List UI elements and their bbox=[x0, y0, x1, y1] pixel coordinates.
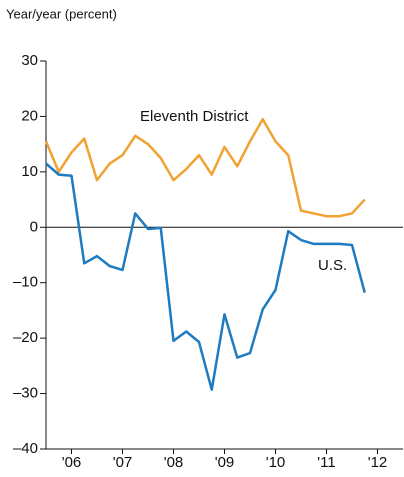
y-axis-label: Year/year (percent) bbox=[6, 6, 117, 21]
series-line bbox=[45, 162, 366, 391]
y-tick-label: –20 bbox=[13, 329, 38, 346]
y-tick-label: 30 bbox=[21, 52, 38, 69]
series-line bbox=[44, 117, 366, 218]
series-label: U.S. bbox=[318, 257, 347, 274]
y-tick-label: –40 bbox=[13, 440, 38, 457]
y-tick-label: 10 bbox=[21, 163, 38, 180]
x-tick-label: '08 bbox=[164, 454, 184, 471]
y-tick-label: 20 bbox=[21, 107, 38, 124]
x-tick-label: '09 bbox=[215, 454, 235, 471]
x-tick-label: '06 bbox=[62, 454, 82, 471]
y-tick-label: –30 bbox=[13, 385, 38, 402]
y-tick-label: 0 bbox=[30, 218, 38, 235]
x-tick-label: '11 bbox=[317, 454, 335, 471]
x-tick-label: '12 bbox=[368, 454, 388, 471]
x-tick-label: '10 bbox=[266, 454, 286, 471]
y-tick-label: –10 bbox=[13, 274, 38, 291]
x-tick-label: '07 bbox=[113, 454, 133, 471]
series-label: Eleventh District bbox=[140, 108, 249, 125]
